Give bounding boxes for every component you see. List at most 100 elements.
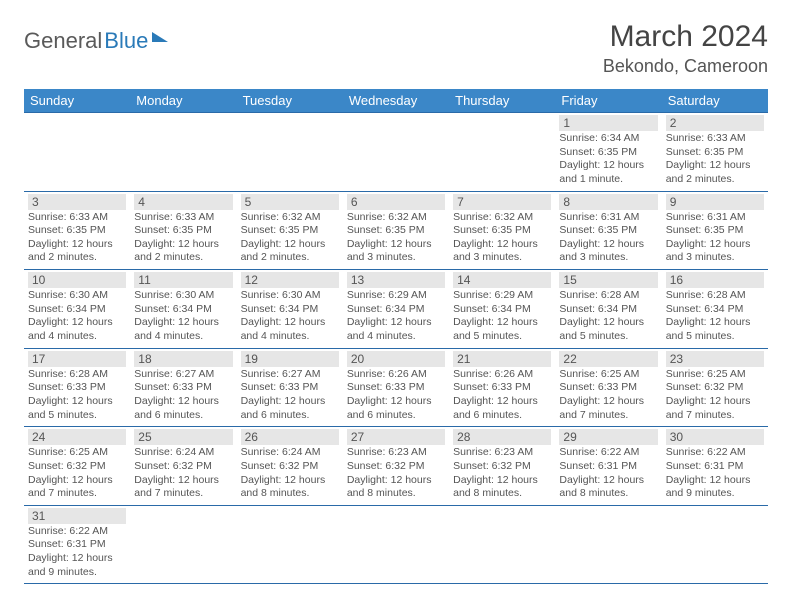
calendar-cell [662,505,768,584]
calendar-cell [343,505,449,584]
day-number: 10 [28,272,126,288]
daylight-text: Daylight: 12 hours and 3 minutes. [666,238,764,265]
daylight-text: Daylight: 12 hours and 5 minutes. [453,316,551,343]
calendar-cell: 13Sunrise: 6:29 AMSunset: 6:34 PMDayligh… [343,270,449,349]
weekday-header: Monday [130,89,236,113]
daylight-text: Daylight: 12 hours and 9 minutes. [666,474,764,501]
logo: General Blue [24,28,168,54]
day-number: 14 [453,272,551,288]
sunset-text: Sunset: 6:33 PM [559,381,657,395]
sunset-text: Sunset: 6:34 PM [559,303,657,317]
daylight-text: Daylight: 12 hours and 6 minutes. [453,395,551,422]
sunrise-text: Sunrise: 6:26 AM [347,368,445,382]
calendar-cell: 25Sunrise: 6:24 AMSunset: 6:32 PMDayligh… [130,427,236,506]
day-number: 8 [559,194,657,210]
day-number: 9 [666,194,764,210]
calendar-table: Sunday Monday Tuesday Wednesday Thursday… [24,89,768,584]
day-info: Sunrise: 6:33 AMSunset: 6:35 PMDaylight:… [28,211,126,266]
sunset-text: Sunset: 6:35 PM [347,224,445,238]
daylight-text: Daylight: 12 hours and 2 minutes. [134,238,232,265]
daylight-text: Daylight: 12 hours and 8 minutes. [559,474,657,501]
sunrise-text: Sunrise: 6:27 AM [241,368,339,382]
day-info: Sunrise: 6:29 AMSunset: 6:34 PMDaylight:… [347,289,445,344]
day-info: Sunrise: 6:26 AMSunset: 6:33 PMDaylight:… [453,368,551,423]
calendar-cell: 28Sunrise: 6:23 AMSunset: 6:32 PMDayligh… [449,427,555,506]
day-number: 25 [134,429,232,445]
calendar-cell: 17Sunrise: 6:28 AMSunset: 6:33 PMDayligh… [24,348,130,427]
day-number: 5 [241,194,339,210]
calendar-cell [449,113,555,192]
sunset-text: Sunset: 6:32 PM [241,460,339,474]
logo-text-general: General [24,28,102,54]
calendar-cell: 12Sunrise: 6:30 AMSunset: 6:34 PMDayligh… [237,270,343,349]
calendar-week-row: 1Sunrise: 6:34 AMSunset: 6:35 PMDaylight… [24,113,768,192]
day-number: 16 [666,272,764,288]
calendar-cell: 8Sunrise: 6:31 AMSunset: 6:35 PMDaylight… [555,191,661,270]
day-number: 12 [241,272,339,288]
page-header: General Blue March 2024 Bekondo, Cameroo… [24,20,768,77]
day-info: Sunrise: 6:33 AMSunset: 6:35 PMDaylight:… [666,132,764,187]
sunset-text: Sunset: 6:33 PM [134,381,232,395]
weekday-header-row: Sunday Monday Tuesday Wednesday Thursday… [24,89,768,113]
daylight-text: Daylight: 12 hours and 3 minutes. [453,238,551,265]
calendar-cell: 20Sunrise: 6:26 AMSunset: 6:33 PMDayligh… [343,348,449,427]
daylight-text: Daylight: 12 hours and 3 minutes. [559,238,657,265]
daylight-text: Daylight: 12 hours and 8 minutes. [347,474,445,501]
sunset-text: Sunset: 6:33 PM [453,381,551,395]
sunrise-text: Sunrise: 6:23 AM [347,446,445,460]
sunset-text: Sunset: 6:35 PM [666,224,764,238]
daylight-text: Daylight: 12 hours and 9 minutes. [28,552,126,579]
daylight-text: Daylight: 12 hours and 6 minutes. [241,395,339,422]
sunset-text: Sunset: 6:35 PM [559,224,657,238]
daylight-text: Daylight: 12 hours and 7 minutes. [28,474,126,501]
day-number: 23 [666,351,764,367]
day-info: Sunrise: 6:32 AMSunset: 6:35 PMDaylight:… [347,211,445,266]
calendar-cell: 7Sunrise: 6:32 AMSunset: 6:35 PMDaylight… [449,191,555,270]
daylight-text: Daylight: 12 hours and 4 minutes. [347,316,445,343]
sunrise-text: Sunrise: 6:25 AM [28,446,126,460]
day-info: Sunrise: 6:33 AMSunset: 6:35 PMDaylight:… [134,211,232,266]
day-info: Sunrise: 6:29 AMSunset: 6:34 PMDaylight:… [453,289,551,344]
sunset-text: Sunset: 6:32 PM [347,460,445,474]
calendar-week-row: 17Sunrise: 6:28 AMSunset: 6:33 PMDayligh… [24,348,768,427]
calendar-cell [130,505,236,584]
calendar-cell [237,505,343,584]
sunset-text: Sunset: 6:34 PM [134,303,232,317]
day-info: Sunrise: 6:22 AMSunset: 6:31 PMDaylight:… [28,525,126,580]
weekday-header: Sunday [24,89,130,113]
calendar-cell: 21Sunrise: 6:26 AMSunset: 6:33 PMDayligh… [449,348,555,427]
day-number: 20 [347,351,445,367]
day-number: 22 [559,351,657,367]
day-info: Sunrise: 6:28 AMSunset: 6:33 PMDaylight:… [28,368,126,423]
sunset-text: Sunset: 6:35 PM [453,224,551,238]
calendar-cell: 2Sunrise: 6:33 AMSunset: 6:35 PMDaylight… [662,113,768,192]
day-info: Sunrise: 6:25 AMSunset: 6:32 PMDaylight:… [28,446,126,501]
day-info: Sunrise: 6:27 AMSunset: 6:33 PMDaylight:… [241,368,339,423]
daylight-text: Daylight: 12 hours and 3 minutes. [347,238,445,265]
day-info: Sunrise: 6:22 AMSunset: 6:31 PMDaylight:… [666,446,764,501]
day-info: Sunrise: 6:27 AMSunset: 6:33 PMDaylight:… [134,368,232,423]
day-number: 7 [453,194,551,210]
sunset-text: Sunset: 6:35 PM [559,146,657,160]
sunset-text: Sunset: 6:34 PM [28,303,126,317]
day-number: 27 [347,429,445,445]
calendar-cell: 30Sunrise: 6:22 AMSunset: 6:31 PMDayligh… [662,427,768,506]
sunset-text: Sunset: 6:32 PM [134,460,232,474]
calendar-cell: 3Sunrise: 6:33 AMSunset: 6:35 PMDaylight… [24,191,130,270]
sunset-text: Sunset: 6:35 PM [666,146,764,160]
sunset-text: Sunset: 6:35 PM [241,224,339,238]
day-info: Sunrise: 6:23 AMSunset: 6:32 PMDaylight:… [347,446,445,501]
day-info: Sunrise: 6:23 AMSunset: 6:32 PMDaylight:… [453,446,551,501]
calendar-cell [24,113,130,192]
sunrise-text: Sunrise: 6:26 AM [453,368,551,382]
day-info: Sunrise: 6:26 AMSunset: 6:33 PMDaylight:… [347,368,445,423]
daylight-text: Daylight: 12 hours and 7 minutes. [134,474,232,501]
sunset-text: Sunset: 6:31 PM [559,460,657,474]
daylight-text: Daylight: 12 hours and 2 minutes. [241,238,339,265]
day-number: 17 [28,351,126,367]
calendar-week-row: 24Sunrise: 6:25 AMSunset: 6:32 PMDayligh… [24,427,768,506]
calendar-cell: 10Sunrise: 6:30 AMSunset: 6:34 PMDayligh… [24,270,130,349]
day-number: 31 [28,508,126,524]
calendar-cell: 6Sunrise: 6:32 AMSunset: 6:35 PMDaylight… [343,191,449,270]
daylight-text: Daylight: 12 hours and 4 minutes. [134,316,232,343]
